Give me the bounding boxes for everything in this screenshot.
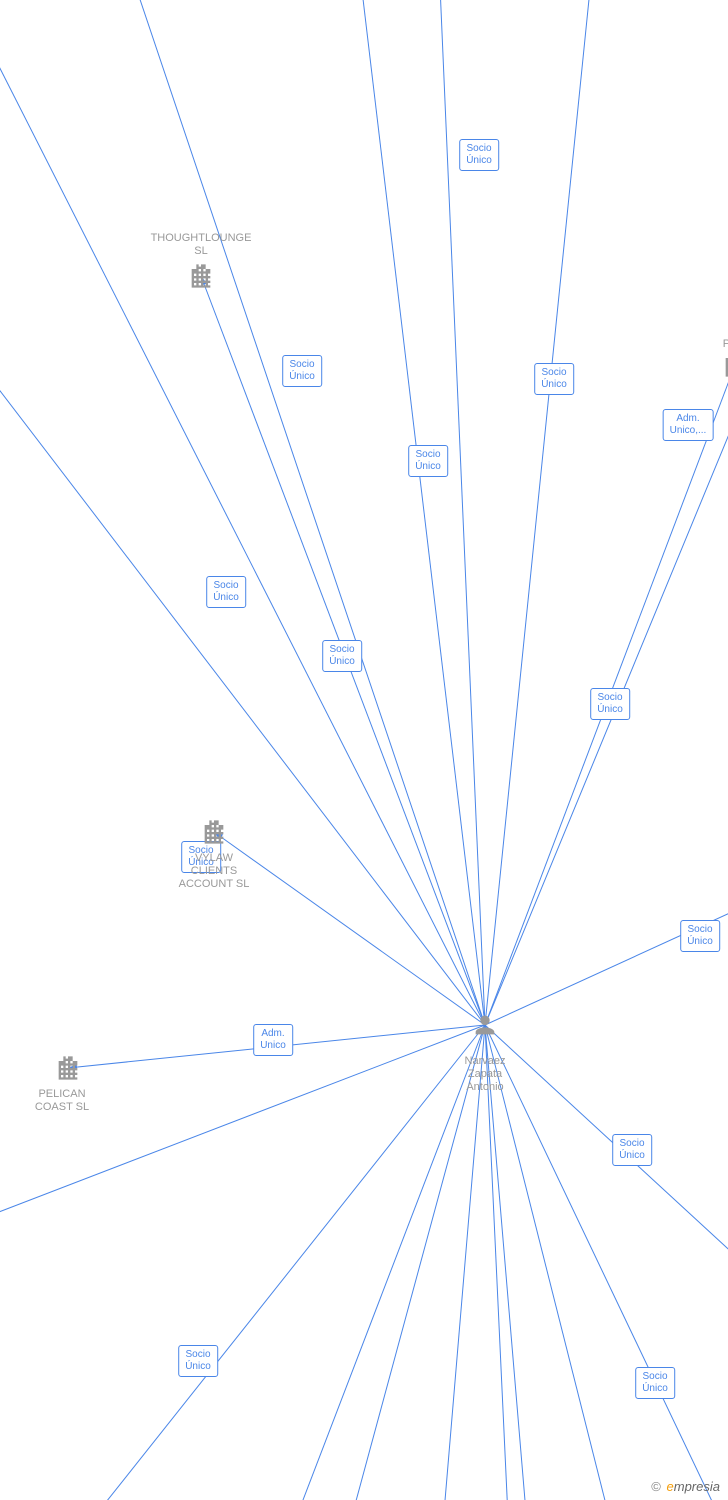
edge [280,1025,485,1500]
edge [485,0,595,1025]
edge [485,1025,728,1258]
company-icon[interactable] [54,1054,82,1082]
company-label: THOUGHTLOUNGE SL [151,232,252,258]
company-label: ANT PROPE [723,325,728,351]
company-icon[interactable] [187,262,215,290]
brand-e: e [667,1479,674,1494]
person-label: Narvaez Zapata Antonio [465,1055,506,1095]
edge-label: Socio Único [612,1134,652,1166]
watermark: © empresia [651,1479,720,1494]
edge-label: Adm. Unico,... [663,409,714,441]
edge-label: Socio Único [635,1367,675,1399]
brand-rest: mpresia [674,1479,720,1494]
network-graph [0,0,728,1500]
copyright-symbol: © [651,1479,661,1494]
edge-label: Socio Único [178,1345,218,1377]
edge-label: Socio Único [206,576,246,608]
edge-label: Socio Único [459,139,499,171]
edge [214,832,485,1025]
edge-label: Socio Único [282,355,322,387]
edge [485,890,728,1025]
company-label: PELICAN COAST SL [35,1088,89,1114]
edge-label: Socio Único [680,920,720,952]
edge-label: Socio Único [408,445,448,477]
company-icon[interactable] [721,351,728,379]
edge [120,0,485,1025]
edge [485,1025,510,1500]
edge-label: Adm. Unico [253,1024,293,1056]
company-icon[interactable] [724,1244,728,1272]
edge [485,1025,530,1500]
edge-label: Socio Único [534,363,574,395]
person-icon[interactable] [471,1011,499,1039]
company-label: VYLAW CLIENTS ACCOUNT SL [179,852,250,892]
company-icon[interactable] [200,818,228,846]
edge [485,1025,728,1500]
edge-label: Socio Único [590,688,630,720]
edge [60,1025,485,1500]
edge [0,260,485,1025]
edge-label: Socio Único [322,640,362,672]
edge [340,1025,485,1500]
edge [440,1025,485,1500]
